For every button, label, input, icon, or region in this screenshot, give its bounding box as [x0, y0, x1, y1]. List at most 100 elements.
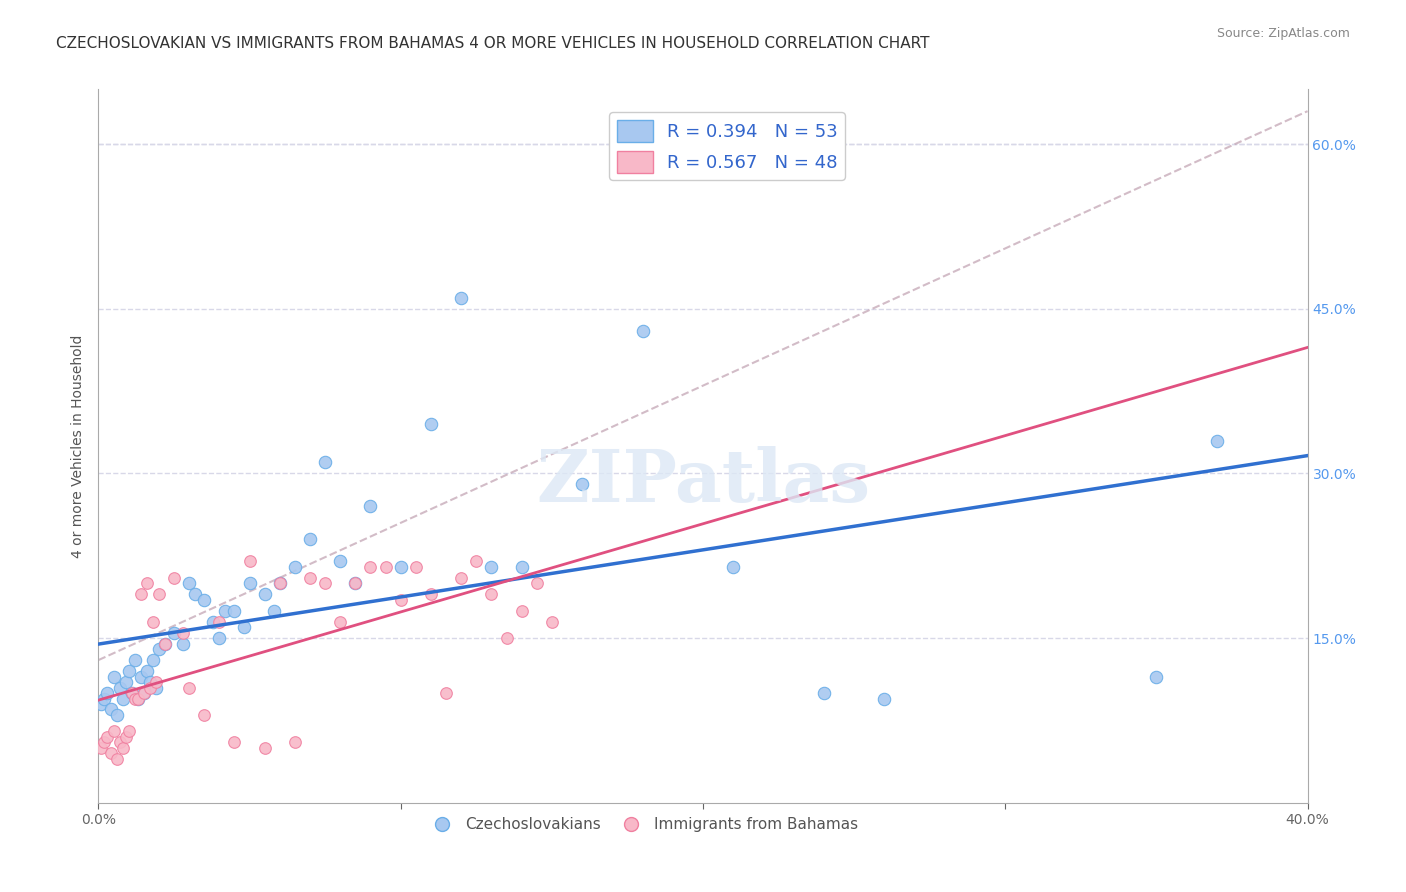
- Point: [93, 691, 115, 706]
- Point: [129, 587, 152, 601]
- Point: [135, 576, 157, 591]
- Point: [103, 669, 125, 683]
- Point: [224, 604, 246, 618]
- Point: [202, 615, 225, 629]
- Point: [145, 675, 167, 690]
- Point: [172, 637, 194, 651]
- Point: [96, 686, 118, 700]
- Y-axis label: 4 or more Vehicles in Household: 4 or more Vehicles in Household: [70, 334, 84, 558]
- Point: [360, 500, 382, 514]
- Point: [263, 604, 285, 618]
- Point: [269, 576, 291, 591]
- Point: [239, 554, 262, 568]
- Legend: Czechoslovakians, Immigrants from Bahamas: Czechoslovakians, Immigrants from Bahama…: [420, 811, 865, 838]
- Point: [813, 686, 835, 700]
- Point: [208, 631, 231, 645]
- Point: [184, 587, 207, 601]
- Point: [145, 681, 167, 695]
- Point: [344, 576, 367, 591]
- Point: [132, 686, 155, 700]
- Point: [214, 604, 236, 618]
- Text: CZECHOSLOVAKIAN VS IMMIGRANTS FROM BAHAMAS 4 OR MORE VEHICLES IN HOUSEHOLD CORRE: CZECHOSLOVAKIAN VS IMMIGRANTS FROM BAHAM…: [56, 36, 929, 51]
- Point: [172, 625, 194, 640]
- Point: [526, 576, 548, 591]
- Point: [495, 631, 517, 645]
- Point: [139, 675, 162, 690]
- Point: [135, 664, 157, 678]
- Point: [314, 455, 336, 469]
- Point: [208, 615, 231, 629]
- Point: [193, 708, 215, 723]
- Point: [540, 615, 562, 629]
- Point: [510, 559, 533, 574]
- Point: [224, 735, 246, 749]
- Point: [90, 697, 112, 711]
- Point: [374, 559, 396, 574]
- Point: [124, 691, 146, 706]
- Point: [118, 724, 141, 739]
- Point: [253, 587, 276, 601]
- Point: [360, 559, 382, 574]
- Point: [420, 417, 443, 431]
- Point: [111, 740, 134, 755]
- Point: [153, 637, 176, 651]
- Point: [108, 735, 131, 749]
- Point: [96, 730, 118, 744]
- Point: [105, 708, 128, 723]
- Point: [405, 559, 427, 574]
- Point: [100, 702, 122, 716]
- Point: [465, 554, 488, 568]
- Point: [299, 571, 322, 585]
- Point: [139, 681, 162, 695]
- Point: [299, 533, 322, 547]
- Point: [93, 735, 115, 749]
- Point: [269, 576, 291, 591]
- Point: [148, 642, 170, 657]
- Point: [148, 587, 170, 601]
- Point: [1206, 434, 1229, 448]
- Point: [232, 620, 254, 634]
- Point: [129, 669, 152, 683]
- Point: [114, 675, 136, 690]
- Point: [103, 724, 125, 739]
- Point: [153, 637, 176, 651]
- Text: Source: ZipAtlas.com: Source: ZipAtlas.com: [1216, 27, 1350, 40]
- Point: [179, 681, 201, 695]
- Point: [723, 559, 745, 574]
- Point: [510, 604, 533, 618]
- Point: [481, 587, 503, 601]
- Point: [105, 752, 128, 766]
- Point: [284, 735, 307, 749]
- Point: [481, 559, 503, 574]
- Point: [253, 740, 276, 755]
- Point: [450, 291, 472, 305]
- Point: [344, 576, 367, 591]
- Point: [118, 664, 141, 678]
- Text: ZIPatlas: ZIPatlas: [536, 446, 870, 517]
- Point: [163, 625, 186, 640]
- Point: [108, 681, 131, 695]
- Point: [329, 615, 352, 629]
- Point: [284, 559, 307, 574]
- Point: [314, 576, 336, 591]
- Point: [239, 576, 262, 591]
- Point: [389, 592, 412, 607]
- Point: [179, 576, 201, 591]
- Point: [114, 730, 136, 744]
- Point: [132, 686, 155, 700]
- Point: [873, 691, 896, 706]
- Point: [389, 559, 412, 574]
- Point: [100, 747, 122, 761]
- Point: [163, 571, 186, 585]
- Point: [329, 554, 352, 568]
- Point: [142, 615, 165, 629]
- Point: [1144, 669, 1167, 683]
- Point: [142, 653, 165, 667]
- Point: [127, 691, 149, 706]
- Point: [193, 592, 215, 607]
- Point: [127, 691, 149, 706]
- Point: [631, 324, 654, 338]
- Point: [571, 477, 593, 491]
- Point: [121, 686, 143, 700]
- Point: [124, 653, 146, 667]
